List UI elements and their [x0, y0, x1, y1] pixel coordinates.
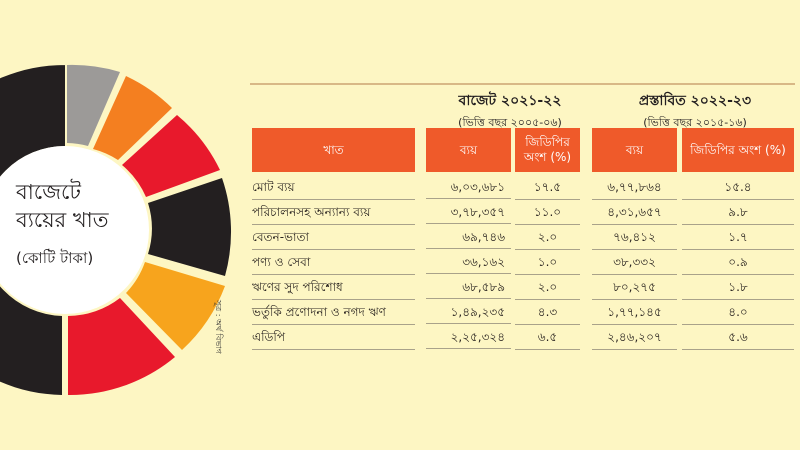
cell-gdp-2021: ১১.০ — [515, 201, 580, 225]
group-title: বাজেট ২০২১-২২ — [458, 93, 562, 109]
cell-expense-2021: ৬,০৩,৬৮১ — [426, 176, 511, 199]
cell-expense-2022: ৩৮,৩৩২ — [592, 251, 677, 275]
cell-expense-2021: ১,৪৯,২৩৫ — [426, 301, 511, 324]
column-header-expense-2022: ব্যয় — [592, 128, 677, 172]
cell-gdp-2021: ২.০ — [515, 226, 580, 250]
cell-gdp-2022: ৫.৬ — [682, 326, 794, 350]
cell-expense-2021: ৬৯,৭৪৬ — [426, 226, 511, 249]
table-row: পরিচালনসহ অন্যান্য ব্যয় ৩,৭৮,৩৫৭ ১১.০ ৪… — [252, 201, 794, 226]
cell-expense-2022: ১,৭৭,১৪৫ — [592, 301, 677, 325]
table-row: ভর্তুকি প্রণোদনা ও নগদ ঋণ ১,৪৯,২৩৫ ৪.৩ ১… — [252, 301, 794, 326]
table-row: পণ্য ও সেবা ৩৬,১৬২ ১.০ ৩৮,৩৩২ ০.৯ — [252, 251, 794, 276]
cell-expense-2022: ৬,৭৭,৮৬৪ — [592, 176, 677, 200]
cell-sector: মোট ব্যয় — [252, 176, 415, 200]
group-subtitle: (ভিত্তি বছর ২০০৫-০৬) — [458, 116, 562, 129]
cell-gdp-2021: ৬.৫ — [515, 326, 580, 350]
cell-expense-2021: ৩৬,১৬২ — [426, 251, 511, 274]
donut-center — [0, 146, 149, 314]
cell-expense-2021: ২,২৫,৩২৪ — [426, 326, 511, 349]
cell-gdp-2021: ১.০ — [515, 251, 580, 275]
cell-gdp-2022: ১.৭ — [682, 226, 794, 250]
cell-sector: বেতন-ভাতা — [252, 226, 415, 250]
column-header-gdp-2021: জিডিপির অংশ (%) — [515, 128, 580, 172]
cell-gdp-2022: ৯.৮ — [682, 201, 794, 225]
segment-black-right — [148, 178, 232, 276]
unit-label: (কোটি টাকা) — [16, 249, 94, 267]
cell-expense-2022: ৭৬,৪১২ — [592, 226, 677, 250]
segment-red-lower — [68, 298, 175, 396]
cell-expense-2022: ২,৪৬,২০৭ — [592, 326, 677, 350]
table-row: বেতন-ভাতা ৬৯,৭৪৬ ২.০ ৭৬,৪১২ ১.৭ — [252, 226, 794, 251]
group-header-2022-23: প্রস্তাবিত ২০২২-২৩ (ভিত্তি বছর ২০১৫-১৬) — [595, 89, 795, 133]
cell-sector: ভর্তুকি প্রণোদনা ও নগদ ঋণ — [252, 301, 415, 325]
cell-gdp-2022: ৪.০ — [682, 301, 794, 325]
cell-gdp-2021: ১৭.৫ — [515, 176, 580, 200]
group-title: প্রস্তাবিত ২০২২-২৩ — [638, 93, 752, 109]
group-subtitle: (ভিত্তি বছর ২০১৫-১৬) — [643, 116, 747, 129]
cell-sector: এডিপি — [252, 326, 415, 350]
cell-expense-2022: ৮০,২৭৫ — [592, 276, 677, 300]
cell-sector: পণ্য ও সেবা — [252, 251, 415, 275]
source-note: সূত্র : অর্থ বিভাগ — [214, 300, 223, 354]
decorative-donut: বাজেটে ব্যয়ের খাত (কোটি টাকা) — [0, 0, 250, 450]
chart-title: বাজেটে ব্যয়ের খাত — [16, 178, 156, 234]
column-header-gdp-2022: জিডিপির অংশ (%) — [682, 128, 794, 172]
segment-black-left — [0, 62, 65, 177]
cell-sector: পরিচালনসহ অন্যান্য ব্যয় — [252, 201, 415, 225]
table-row: মোট ব্যয় ৬,০৩,৬৮১ ১৭.৫ ৬,৭৭,৮৬৪ ১৫.৪ — [252, 176, 794, 201]
column-header-sector: খাত — [252, 128, 415, 172]
column-header-expense-2021: ব্যয় — [426, 128, 511, 172]
cell-gdp-2022: ১.৮ — [682, 276, 794, 300]
group-header-2021-22: বাজেট ২০২১-২২ (ভিত্তি বছর ২০০৫-০৬) — [420, 89, 600, 133]
segment-amber — [126, 262, 225, 350]
cell-expense-2022: ৪,৩১,৬৫৭ — [592, 201, 677, 225]
title-line-1: বাজেটে — [16, 180, 81, 204]
cell-gdp-2021: ২.০ — [515, 276, 580, 300]
segment-red-upper — [122, 115, 220, 197]
top-divider — [250, 83, 795, 85]
table-row: ঋণের সুদ পরিশোধ ৬৮,৫৮৯ ২.০ ৮০,২৭৫ ১.৮ — [252, 276, 794, 301]
title-line-2: ব্যয়ের খাত — [16, 208, 109, 232]
table-row: এডিপি ২,২৫,৩২৪ ৬.৫ ২,৪৬,২০৭ ৫.৬ — [252, 326, 794, 351]
segment-orange — [93, 76, 172, 160]
cell-gdp-2022: ০.৯ — [682, 251, 794, 275]
cell-gdp-2021: ৪.৩ — [515, 301, 580, 325]
cell-expense-2021: ৩,৭৮,৩৫৭ — [426, 201, 511, 224]
table-body: মোট ব্যয় ৬,০৩,৬৮১ ১৭.৫ ৬,৭৭,৮৬৪ ১৫.৪ পর… — [252, 176, 794, 351]
cell-gdp-2022: ১৫.৪ — [682, 176, 794, 200]
segment-gray — [67, 64, 120, 146]
segment-black-bottom — [0, 286, 62, 395]
donut-segments — [0, 62, 232, 396]
cell-expense-2021: ৬৮,৫৮৯ — [426, 276, 511, 299]
cell-sector: ঋণের সুদ পরিশোধ — [252, 276, 415, 300]
